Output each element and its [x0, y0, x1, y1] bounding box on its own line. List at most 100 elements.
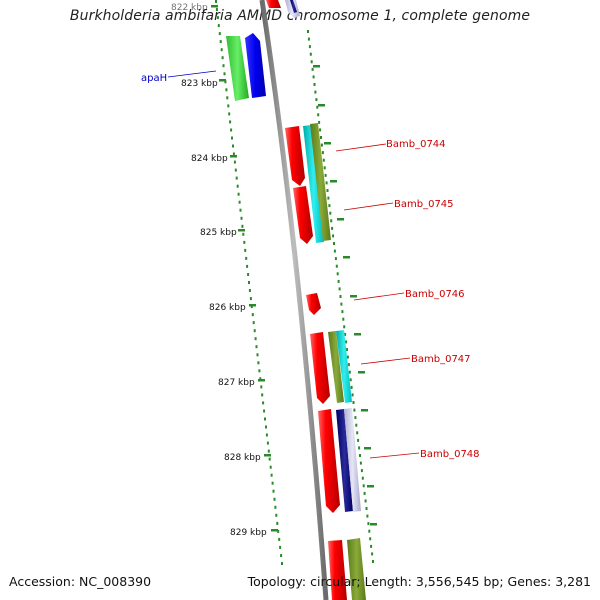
gene-olive-0744[interactable]	[310, 123, 331, 241]
gene-label-bamb-0746: Bamb_0746	[405, 289, 465, 300]
right-dotted-line-dot	[308, 45, 311, 49]
kbp-tick-mark	[219, 79, 226, 82]
kbp-tick-mark	[238, 229, 245, 232]
gene-label-bamb-0744: Bamb_0744	[386, 139, 446, 150]
gene-olive-bottom[interactable]	[347, 538, 366, 600]
left-dotted-line-dot	[216, 16, 219, 20]
gene-navy-top[interactable]	[290, 0, 297, 13]
right-dotted-line-dot	[359, 461, 362, 465]
left-dotted-line-dot	[261, 393, 264, 397]
gene-red-top[interactable]	[266, 0, 281, 8]
left-dotted-line-dot	[247, 273, 250, 276]
left-dotted-line-dot	[227, 104, 230, 108]
left-dotted-line-dot	[240, 216, 243, 220]
right-dotted-line-dot	[364, 499, 367, 503]
tick-label-826: 826 kbp	[209, 303, 246, 313]
tick-label-828: 828 kbp	[224, 453, 261, 463]
right-dotted-line-dot	[324, 173, 327, 177]
gene-blue-1[interactable]	[245, 33, 266, 98]
right-dotted-line-dot	[361, 476, 364, 480]
minor-tick-mark	[324, 142, 331, 145]
right-dotted-line-dot	[346, 355, 349, 359]
left-dotted-line-dot	[239, 208, 242, 212]
right-dotted-line-dot	[362, 484, 365, 488]
gene-lavender-top[interactable]	[285, 0, 300, 18]
left-dotted-line-dot	[233, 160, 236, 164]
left-dotted-line-dot	[222, 64, 225, 68]
left-dotted-line-dot	[265, 425, 267, 429]
kbp-tick-mark	[211, 5, 218, 8]
leader-0747	[360, 357, 411, 365]
gene-label-lines	[167, 70, 420, 459]
tick-label-823: 823 kbp	[181, 79, 218, 89]
right-dotted-line-dot	[372, 560, 374, 563]
right-dotted-line-dot	[370, 544, 373, 548]
right-dotted-line-dot	[332, 234, 335, 238]
gene-red-bottom[interactable]	[328, 540, 347, 600]
right-dotted-line-dot	[318, 120, 321, 124]
left-dotted-line-dot	[250, 305, 253, 309]
right-dotted-line-dot	[335, 264, 338, 268]
left-dotted-line-dot	[226, 96, 229, 100]
gene-green-1[interactable]	[226, 36, 249, 101]
gene-red-0746[interactable]	[306, 293, 321, 315]
left-dotted-line-dot	[251, 313, 254, 317]
leader-0745	[343, 202, 394, 211]
right-dotted-line-dot	[313, 83, 316, 86]
tick-label-822: 822 kbp	[171, 3, 208, 13]
right-dotted-line-dot	[334, 257, 337, 261]
gene-olive-0747[interactable]	[328, 331, 344, 403]
gene-red-0744[interactable]	[285, 126, 305, 186]
kbp-tick-mark	[249, 304, 256, 307]
right-dotted-line-dot	[353, 408, 356, 412]
gene-navy-0748[interactable]	[336, 409, 353, 512]
right-dotted-line-dot	[323, 166, 326, 170]
minor-tick-mark	[313, 65, 320, 68]
left-dotted-line-dot	[259, 377, 262, 381]
right-dotted-line-dot	[358, 446, 361, 450]
right-dotted-line-dot	[309, 52, 312, 56]
left-dotted-line-dot	[269, 465, 272, 469]
leader-apaH	[167, 70, 217, 78]
minor-tick-mark	[354, 333, 361, 336]
right-dotted-line-dot	[365, 507, 368, 510]
right-dotted-line-dot	[368, 529, 371, 533]
right-dotted-line-dot	[328, 204, 331, 208]
left-dotted-line-dot	[248, 281, 250, 284]
right-dotted-line-dot	[327, 196, 330, 200]
gene-blocks	[226, 0, 366, 600]
left-dotted-line-dot	[238, 200, 241, 204]
gene-red-0747[interactable]	[310, 332, 330, 404]
leader-0748	[369, 452, 420, 459]
gene-cyan-0744[interactable]	[303, 125, 324, 243]
left-dotted-line-dot	[232, 152, 235, 156]
kbp-tick-mark	[258, 379, 265, 382]
right-dotted-line-dot	[366, 514, 369, 518]
right-dotted-line-dot	[326, 189, 329, 192]
gene-red-0748[interactable]	[318, 409, 340, 513]
gene-cyan-0747[interactable]	[336, 330, 352, 403]
left-dotted-line-dot	[217, 24, 220, 28]
right-dotted-line-dot	[322, 158, 325, 162]
right-dotted-line-dot	[320, 143, 323, 147]
right-dotted-line-dot	[347, 363, 350, 367]
right-dotted-line-dot	[311, 67, 314, 71]
genome-stats-text: Topology: circular; Length: 3,556,545 bp…	[247, 574, 591, 589]
left-dotted-line-dot	[236, 184, 239, 188]
gene-red-0745[interactable]	[293, 186, 313, 244]
right-dotted-line-dot	[345, 340, 348, 344]
left-dotted-line-dot	[243, 240, 246, 244]
right-dotted-line-dot	[330, 219, 333, 223]
minor-tick-mark	[330, 180, 337, 183]
left-dotted-line-dot	[262, 401, 265, 405]
accession-text: Accession: NC_008390	[9, 574, 152, 589]
minor-tick-mark	[350, 295, 357, 298]
right-dotted-line-dot	[360, 469, 363, 473]
tick-label-824: 824 kbp	[191, 154, 228, 164]
gene-lavender-0748[interactable]	[344, 408, 361, 512]
left-dotted-line-dot	[246, 264, 249, 268]
right-dotted-line-dot	[336, 272, 339, 276]
left-dotted-line-dot	[257, 361, 260, 365]
minor-tick-mark	[367, 485, 374, 488]
